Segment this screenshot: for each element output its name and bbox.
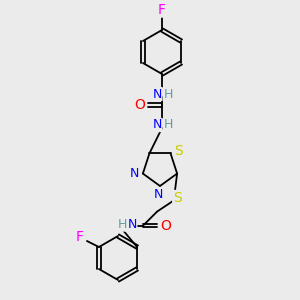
Text: F: F <box>76 230 84 244</box>
Text: F: F <box>158 3 166 17</box>
Text: N: N <box>152 88 162 100</box>
Text: N: N <box>153 188 163 200</box>
Text: S: S <box>173 190 182 205</box>
Text: N: N <box>130 167 140 180</box>
Text: H: H <box>163 88 173 100</box>
Text: S: S <box>174 144 183 158</box>
Text: O: O <box>135 98 146 112</box>
Text: H: H <box>117 218 127 231</box>
Text: N: N <box>128 218 137 231</box>
Text: H: H <box>163 118 173 131</box>
Text: O: O <box>161 219 172 232</box>
Text: N: N <box>152 118 162 131</box>
